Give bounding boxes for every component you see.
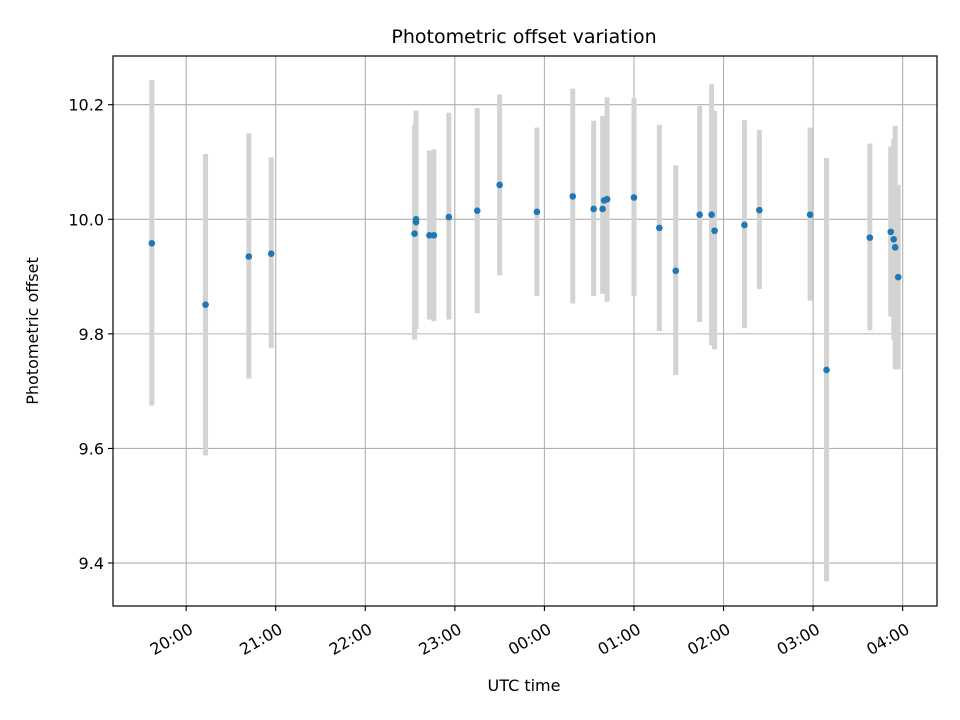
y-tick-label: 9.4 [79,554,104,573]
data-point [603,195,611,203]
y-tick-label: 10.0 [68,210,104,229]
data-point [866,234,874,241]
data-point [445,213,453,221]
plot-area-frame [112,55,938,607]
data-point [569,193,577,200]
data-point [148,240,156,247]
y-tick-label: 9.6 [79,439,104,458]
data-point [656,224,663,232]
data-point [890,236,898,243]
data-point [496,181,503,189]
data-point [823,366,830,374]
data-point [533,208,541,216]
y-axis-label: Photometric offset [23,257,42,405]
data-points [148,181,902,374]
data-point [412,215,420,223]
x-axis-label: UTC time [488,676,561,695]
data-point [599,205,606,213]
data-point [806,211,814,218]
data-point [430,232,438,239]
data-point [672,267,680,275]
data-point [887,228,895,236]
y-tick-label: 10.2 [68,96,104,115]
data-point [590,205,597,213]
data-point [708,211,715,218]
data-point [473,207,481,214]
data-point [630,194,638,201]
data-point [741,221,748,229]
data-point [267,250,275,257]
chart-title: Photometric offset variation [391,26,656,48]
data-point [696,211,703,218]
data-point [894,273,902,281]
y-tick-label: 9.8 [79,325,104,344]
data-point [202,301,209,308]
data-point [711,227,718,235]
y-axis-ticks: 9.4 9.6 9.8 10.0 10.2 [68,96,113,573]
data-point [411,230,418,237]
data-point [891,244,899,251]
data-point [756,206,763,214]
data-point [245,253,253,260]
